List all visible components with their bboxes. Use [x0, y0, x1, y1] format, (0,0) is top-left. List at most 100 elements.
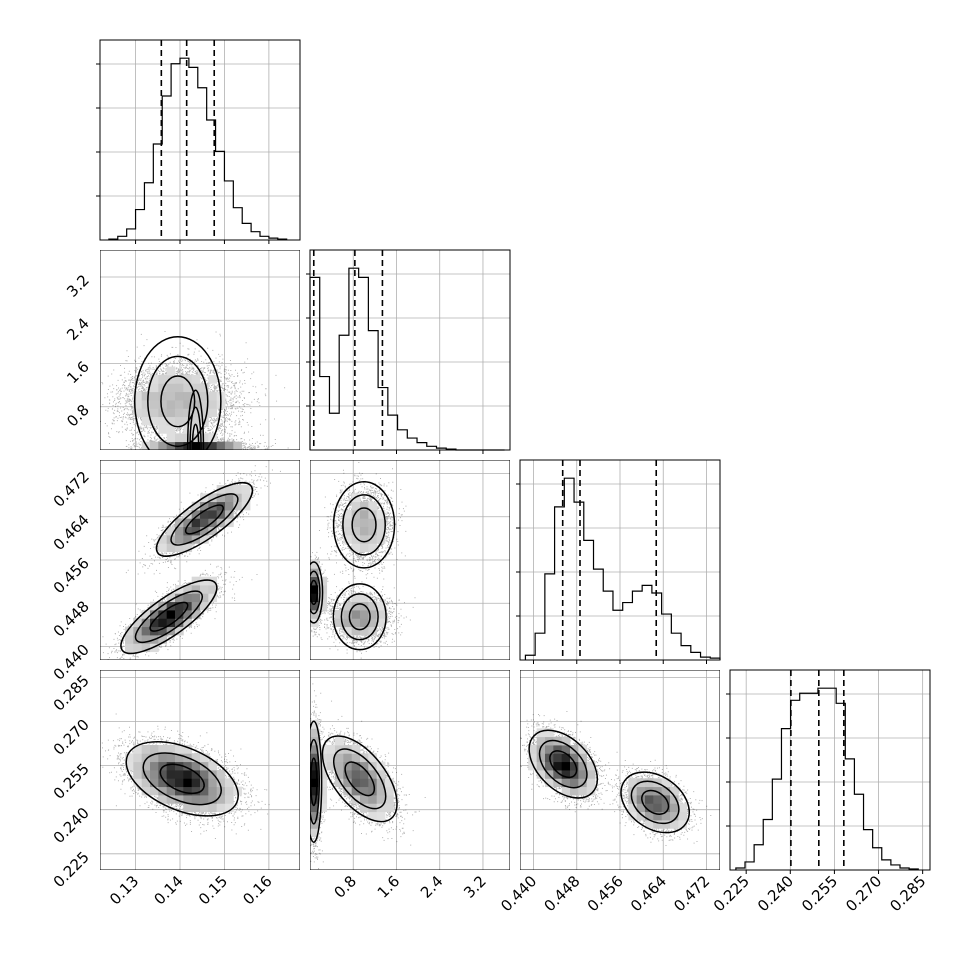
density-cell — [351, 745, 361, 754]
density-cell — [216, 803, 226, 813]
density-cell — [183, 745, 193, 754]
histogram-step-line — [108, 57, 288, 240]
density-cell — [150, 400, 159, 409]
density-cell — [368, 753, 378, 763]
density-cell — [141, 643, 151, 653]
density-cell — [368, 770, 378, 779]
density-cell — [645, 795, 654, 804]
density-cell — [166, 425, 176, 434]
density-cell — [133, 745, 143, 754]
contour-line — [133, 335, 222, 450]
density-cell — [536, 761, 546, 771]
contour-line — [342, 494, 386, 556]
density-cell — [310, 745, 319, 754]
density-cell — [335, 778, 344, 788]
density-cell — [578, 770, 588, 779]
density-cell — [376, 510, 386, 519]
panel-frame — [99, 39, 301, 241]
density-cell — [661, 778, 671, 788]
density-cell — [536, 770, 546, 779]
contour-line — [120, 579, 218, 655]
y-tick-label-p2: 0.440 — [50, 641, 93, 684]
density-cell — [183, 400, 193, 409]
density-cell — [166, 543, 176, 553]
density-cell — [150, 761, 159, 771]
contour-line — [147, 355, 209, 448]
density-cell — [351, 786, 361, 796]
density-cell — [175, 753, 184, 763]
density-cell — [216, 493, 226, 503]
density-cell — [678, 811, 688, 821]
density-cell — [225, 795, 234, 804]
density-cell — [343, 610, 353, 619]
density-cell — [553, 761, 563, 771]
density-cell — [175, 526, 184, 536]
density-cell — [191, 383, 201, 393]
y-tick-label-p1: 0.8 — [63, 401, 93, 431]
density-cell — [376, 786, 386, 796]
density-cell — [368, 618, 378, 628]
density-cell — [208, 510, 218, 519]
density-cell — [158, 383, 168, 393]
histogram-step-line — [309, 267, 505, 451]
density-cell — [183, 391, 193, 401]
density-cell — [166, 391, 176, 401]
density-cell — [133, 618, 143, 628]
density-cell — [368, 526, 378, 536]
density-cell — [360, 618, 369, 628]
y-tick-label-p1: 3.2 — [63, 271, 93, 301]
contour-line — [620, 771, 690, 834]
density-cell — [570, 753, 579, 763]
histogram-panel-2 — [516, 459, 721, 664]
density-cell — [158, 618, 168, 628]
contour-line — [348, 603, 371, 631]
density-cell — [561, 778, 571, 788]
density-cell — [351, 610, 361, 619]
density-cell — [360, 510, 369, 519]
density-cell — [670, 786, 679, 796]
density-cell — [158, 535, 168, 544]
density-cell — [150, 643, 159, 653]
density-cell — [645, 803, 654, 813]
density-cell — [150, 786, 159, 796]
contour-line — [630, 780, 680, 825]
density-cell — [351, 795, 361, 804]
density-cell — [158, 416, 168, 426]
density-cell — [360, 543, 369, 553]
density-cell — [150, 383, 159, 393]
density-cell — [200, 770, 209, 779]
density-cell — [661, 820, 671, 829]
density-cell — [385, 803, 394, 813]
density-cell — [208, 585, 218, 594]
y-tick-label-p2: 0.448 — [50, 597, 93, 640]
scatter-points — [102, 465, 281, 660]
density-cell — [141, 416, 151, 426]
density-cell — [561, 745, 571, 754]
x-tick-label-p2: 0.440 — [497, 872, 540, 915]
density-cell — [351, 778, 361, 788]
density-cell — [191, 501, 201, 511]
density-cell — [141, 408, 151, 418]
density-cell — [586, 770, 596, 779]
density-cell — [191, 803, 201, 813]
density-cell — [368, 626, 378, 636]
density-cell — [335, 770, 344, 779]
density-cell — [183, 786, 193, 796]
contour-line — [149, 601, 189, 632]
contour-line — [528, 729, 599, 799]
density-cell — [636, 811, 646, 821]
density-cell — [636, 786, 646, 796]
density-cell — [183, 375, 193, 384]
density-cell — [670, 795, 679, 804]
density-cell — [191, 610, 201, 619]
density-cell — [158, 425, 168, 434]
density-cell — [368, 610, 378, 619]
density-cell — [310, 728, 319, 738]
density-cell — [175, 610, 184, 619]
density-cell — [191, 770, 201, 779]
density-cell — [191, 408, 201, 418]
x-tick-label-p2: 0.448 — [540, 872, 583, 915]
density-cell — [360, 593, 369, 603]
density-cell — [175, 761, 184, 771]
density-cell — [191, 585, 201, 594]
